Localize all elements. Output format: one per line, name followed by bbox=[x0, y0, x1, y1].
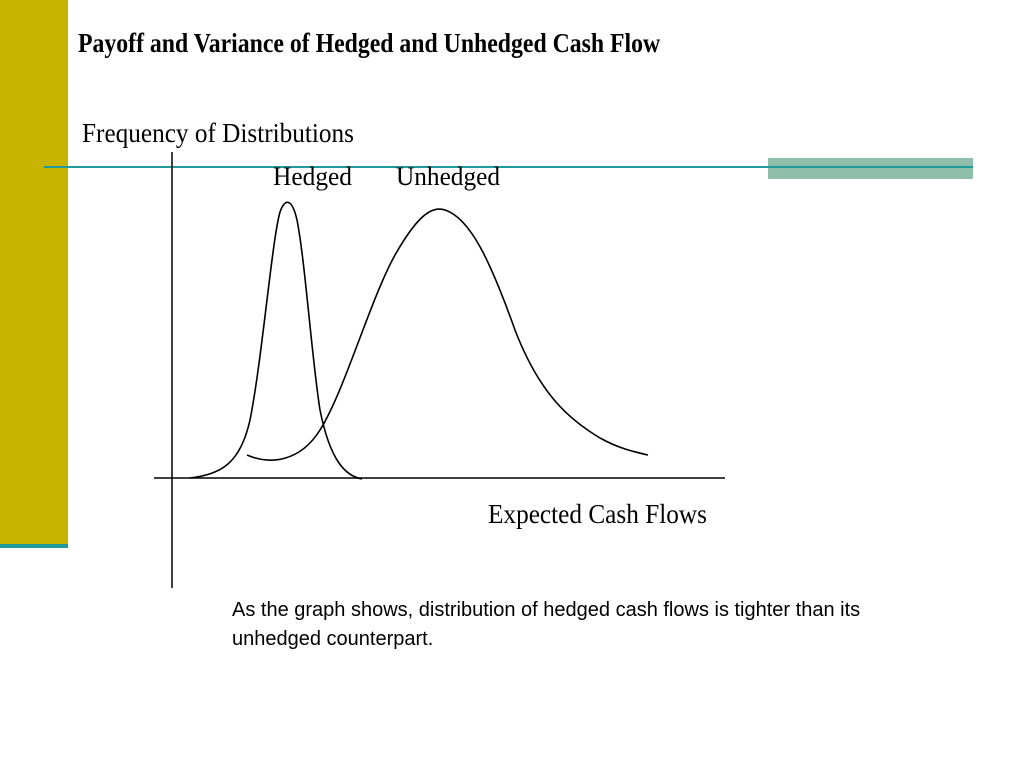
decorative-teal-block bbox=[768, 158, 973, 179]
caption-text: As the graph shows, distribution of hedg… bbox=[232, 599, 861, 650]
accent-bar bbox=[0, 0, 68, 546]
accent-bar-underline bbox=[0, 544, 68, 548]
hedged-curve bbox=[189, 201, 363, 480]
y-axis-label: Frequency of Distributions bbox=[82, 118, 354, 148]
slide-title: Payoff and Variance of Hedged and Unhedg… bbox=[78, 28, 661, 58]
x-axis-label: Expected Cash Flows bbox=[488, 499, 707, 529]
unhedged-curve bbox=[246, 208, 649, 461]
unhedged-label: Unhedged bbox=[396, 162, 500, 191]
decorative-teal-block-line bbox=[768, 166, 973, 168]
hedged-label: Hedged bbox=[273, 162, 352, 191]
decorative-teal-rule bbox=[44, 166, 972, 168]
